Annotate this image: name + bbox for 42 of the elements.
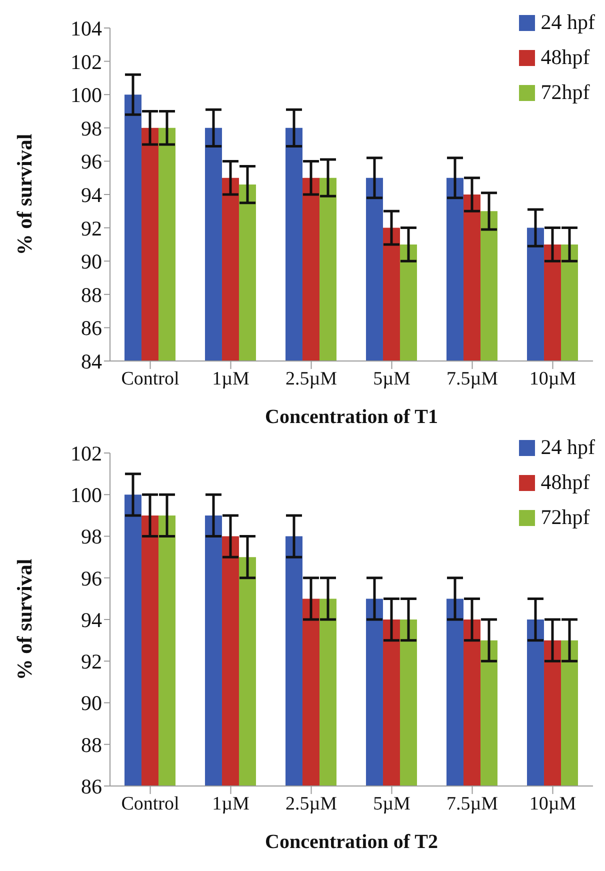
y-tick-label: 86 bbox=[81, 774, 102, 798]
x-tick-label: 2.5µM bbox=[285, 368, 338, 390]
y-tick-label: 94 bbox=[81, 608, 102, 632]
x-tick-label: 5µM bbox=[373, 793, 411, 814]
x-tick-label: 1µM bbox=[212, 368, 250, 390]
y-tick-label: 94 bbox=[81, 182, 102, 207]
y-tick-label: 84 bbox=[81, 349, 102, 374]
legend-label: 48hpf bbox=[540, 45, 590, 70]
legend-label: 24 hpf bbox=[540, 10, 595, 35]
y-tick-label: 102 bbox=[70, 441, 102, 466]
x-axis-title: Concentration of T2 bbox=[265, 831, 438, 853]
x-tick-label: 2.5µM bbox=[285, 793, 338, 814]
y-tick-label: 88 bbox=[81, 282, 102, 307]
y-tick-label: 92 bbox=[81, 216, 102, 240]
x-tick-label: 1µM bbox=[212, 793, 250, 814]
x-tick-label: 5µM bbox=[373, 368, 411, 390]
x-tick-label: Control bbox=[121, 368, 180, 390]
legend-label: 48hpf bbox=[540, 470, 590, 495]
x-tick-label: 7.5µM bbox=[446, 368, 498, 390]
y-tick-label: 104 bbox=[70, 16, 102, 40]
y-tick-label: 102 bbox=[70, 50, 102, 74]
y-tick-label: 98 bbox=[81, 116, 102, 140]
y-tick-label: 92 bbox=[81, 650, 102, 674]
y-tick-label: 90 bbox=[81, 691, 102, 716]
x-axis-title: Concentration of T1 bbox=[265, 406, 438, 428]
y-axis-title: % of survival bbox=[12, 558, 36, 680]
y-tick-label: 96 bbox=[81, 566, 102, 590]
y-tick-label: 100 bbox=[70, 483, 102, 508]
y-tick-label: 96 bbox=[81, 150, 102, 174]
x-tick-label: 10µM bbox=[529, 368, 576, 390]
x-tick-label: Control bbox=[121, 793, 180, 814]
y-tick-label: 98 bbox=[81, 524, 102, 549]
y-tick-label: 100 bbox=[70, 83, 102, 108]
legend-label: 24 hpf bbox=[540, 435, 595, 460]
y-tick-label: 86 bbox=[81, 316, 102, 340]
y-tick-label: 90 bbox=[81, 250, 102, 274]
x-tick-label: 10µM bbox=[529, 793, 576, 814]
legend-label: 72hpf bbox=[540, 80, 590, 105]
y-axis-title: % of survival bbox=[12, 134, 36, 256]
x-tick-label: 7.5µM bbox=[446, 793, 498, 814]
legend-label: 72hpf bbox=[540, 505, 590, 530]
y-tick-label: 88 bbox=[81, 732, 102, 757]
